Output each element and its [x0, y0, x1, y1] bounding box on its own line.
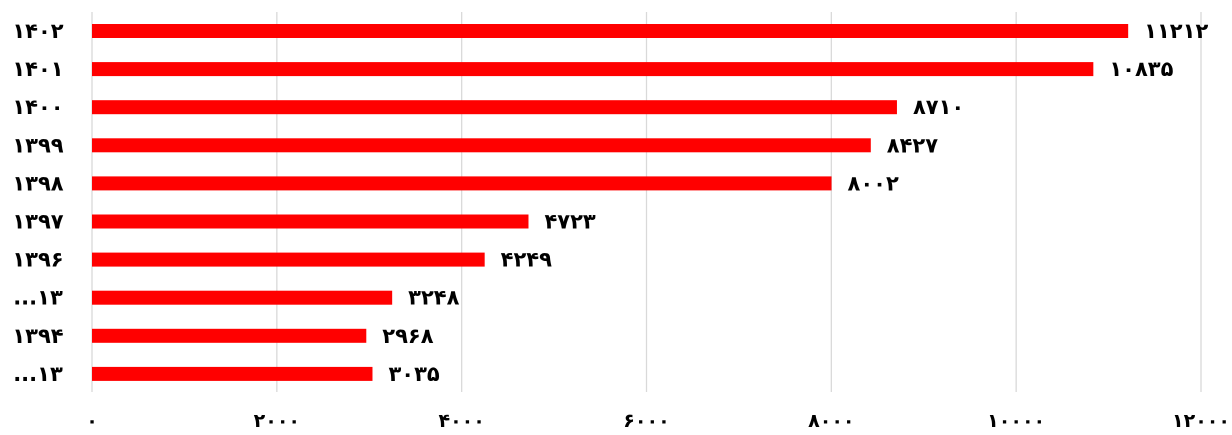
bar	[92, 366, 373, 381]
category-label: ...۱۳	[13, 362, 63, 386]
category-label: ...۱۳	[13, 286, 63, 310]
data-label: ۸۰۰۲	[848, 171, 899, 195]
bars	[92, 24, 1129, 381]
category-label: ۱۳۹۸	[12, 171, 63, 195]
category-label: ۱۴۰۰	[12, 95, 63, 119]
category-label: ۱۳۹۹	[12, 133, 63, 157]
category-label: ۱۴۰۱	[12, 57, 63, 81]
bar	[92, 138, 871, 153]
x-tick-label: ۱۰۰۰۰	[987, 410, 1045, 432]
bar	[92, 176, 832, 191]
x-axis-tick-labels: ۰ ۲۰۰۰ ۴۰۰۰ ۶۰۰۰ ۸۰۰۰ ۱۰۰۰۰ ۱۲۰۰۰	[86, 410, 1230, 432]
category-label: ۱۴۰۲	[12, 19, 63, 43]
x-tick-label: ۰	[86, 410, 98, 432]
data-label: ۴۷۲۳	[544, 210, 595, 234]
bar	[92, 24, 1129, 38]
bar	[92, 252, 485, 267]
x-tick-label: ۱۲۰۰۰	[1172, 410, 1230, 432]
x-tick-label: ۸۰۰۰	[808, 410, 854, 432]
data-label: ۱۱۲۱۲	[1144, 19, 1208, 43]
x-tick-label: ۲۰۰۰	[254, 410, 300, 432]
data-label: ۲۹۶۸	[382, 324, 433, 348]
bar	[92, 328, 367, 343]
bar	[92, 62, 1094, 77]
data-label: ۱۰۸۳۵	[1109, 57, 1173, 81]
data-label: ۳۲۴۸	[408, 286, 459, 310]
data-label: ۸۷۱۰	[913, 95, 964, 119]
data-label: ۴۲۴۹	[501, 248, 552, 272]
data-label: ۳۰۳۵	[388, 362, 439, 386]
x-tick-label: ۴۰۰۰	[438, 410, 484, 432]
data-label: ۸۴۲۷	[887, 133, 938, 157]
bar	[92, 100, 897, 115]
x-tick-label: ۶۰۰۰	[623, 410, 669, 432]
category-labels: ۱۴۰۲ ۱۴۰۱ ۱۴۰۰ ۱۳۹۹ ۱۳۹۸ ۱۳۹۷ ۱۳۹۶ ...۱۳ ۱۳۹۴...…	[12, 19, 63, 386]
category-label: ۱۳۹۶	[12, 248, 63, 272]
category-label: ۱۳۹۷	[12, 210, 63, 234]
bar	[92, 214, 529, 229]
bar	[92, 290, 393, 305]
data-labels: ۱۱۲۱۲ ۱۰۸۳۵ ۸۷۱۰ ۸۴۲۷ ۸۰۰۲ ۴۷۲۳ ۴۲۴۹ ۳۲۴۸ ۲۹۶۸ ۳۰…	[382, 19, 1208, 386]
category-label: ۱۳۹۴	[12, 324, 63, 348]
